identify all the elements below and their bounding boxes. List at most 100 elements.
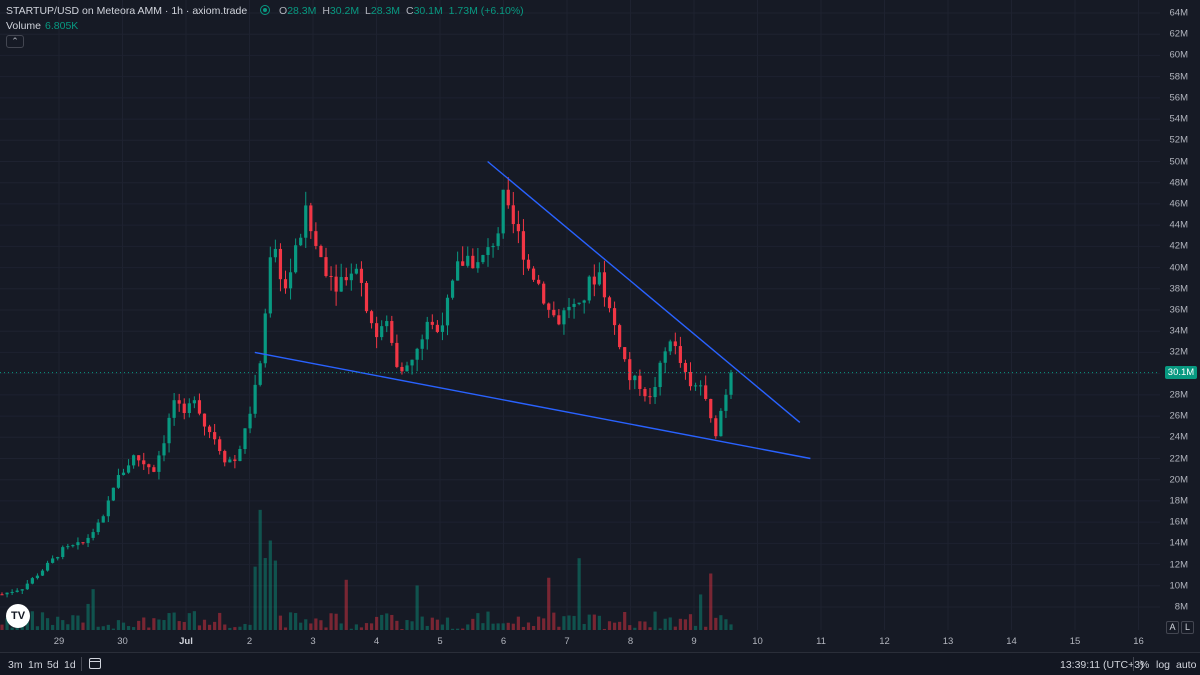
auto-toggle[interactable]: auto [1176, 659, 1197, 671]
volume-label: Volume [6, 20, 42, 32]
timeframe-1m[interactable]: 1m [28, 659, 43, 671]
volume-bar [678, 618, 682, 630]
candle-body [243, 428, 247, 450]
candle-body [71, 545, 75, 547]
time-axis[interactable]: 29 30 Jul 2 3 4 5 6 7 8 9 10 11 12 13 14 15 16 [0, 636, 1160, 650]
tradingview-logo[interactable]: TV [6, 604, 30, 628]
volume-bar [56, 616, 60, 630]
collapse-legend-button[interactable]: ⌃ [6, 35, 24, 48]
candle-body [126, 465, 131, 473]
timeframe-1d[interactable]: 1d [64, 659, 76, 671]
candle-body [278, 248, 283, 280]
candle-body [709, 398, 713, 419]
volume-bar [106, 624, 110, 630]
candle-body [597, 272, 601, 285]
volume-bar [273, 560, 277, 630]
volume-bar [10, 627, 14, 630]
price-chart[interactable] [0, 0, 1160, 630]
volume-value: 6.805K [45, 20, 79, 32]
candle-body [152, 467, 156, 472]
volume-bar [218, 612, 222, 630]
price-tick-label: 14M [1169, 537, 1188, 549]
candle-body [537, 279, 541, 284]
timeframe-3m[interactable]: 3m [8, 659, 23, 671]
volume-bar [25, 621, 29, 630]
candle-body [633, 375, 637, 381]
volume-bar [334, 613, 338, 630]
price-tick-label: 32M [1169, 346, 1188, 358]
candle-body [369, 311, 374, 324]
candle-body [96, 522, 100, 533]
candle-body [476, 262, 480, 269]
percent-toggle[interactable]: % [1140, 659, 1150, 671]
volume-bar [450, 628, 455, 630]
auto-scale-button[interactable]: A [1166, 621, 1179, 634]
candle-body [466, 255, 470, 266]
volume-bar [324, 627, 328, 630]
candle-body [420, 339, 424, 349]
high-value: 30.2M [329, 5, 360, 17]
volume-bar [643, 621, 647, 630]
volume-bar [111, 628, 115, 630]
volume-legend[interactable]: Volume 6.805K [6, 20, 78, 32]
volume-bar [319, 620, 323, 630]
candle-body [385, 321, 389, 327]
candle-body [228, 459, 232, 463]
volume-bar [0, 624, 4, 630]
volume-bar [40, 612, 45, 630]
candle-body [521, 231, 526, 260]
symbol-title[interactable]: STARTUP/USD on Meteora AMM · 1h · axiom.… [6, 5, 248, 17]
candle-body [263, 313, 267, 364]
volume-bar [207, 624, 212, 630]
time-tick-label: 29 [53, 636, 65, 647]
volume-bar [673, 626, 677, 630]
volume-bar [375, 616, 379, 630]
chart-pane[interactable]: STARTUP/USD on Meteora AMM · 1h · axiom.… [0, 0, 1160, 630]
candle-body [526, 259, 531, 269]
volume-bar [440, 624, 445, 630]
visibility-eye-icon[interactable] [260, 5, 271, 15]
candle-body [121, 472, 126, 476]
price-tick-label: 50M [1169, 156, 1188, 167]
candle-body [177, 400, 181, 404]
candle-body [91, 532, 95, 538]
candle-body [531, 268, 536, 280]
volume-bar [688, 614, 693, 630]
volume-bar [623, 611, 627, 630]
volume-bar [501, 623, 505, 630]
calendar-range-icon[interactable] [89, 658, 101, 669]
candle-body [516, 224, 520, 232]
change-value: 1.73M (+6.10%) [448, 5, 524, 17]
volume-bar [238, 626, 242, 630]
timeframe-5d[interactable]: 5d [47, 659, 59, 671]
volume-bar [547, 577, 551, 630]
volume-bar [121, 622, 126, 630]
price-tick-label: 62M [1169, 28, 1188, 40]
candle-body [207, 426, 212, 433]
volume-bar [182, 621, 186, 630]
price-axis[interactable]: 64M 62M 60M 58M 56M 54M 52M 50M 48M 46M 44M 42M 40M 3… [1160, 0, 1200, 630]
log-toggle[interactable]: log [1156, 659, 1171, 671]
log-scale-button[interactable]: L [1181, 621, 1194, 634]
volume-bar [385, 613, 389, 630]
volume-bar [30, 611, 34, 630]
candle-body [20, 589, 24, 591]
candle-body [572, 303, 576, 307]
volume-bar [228, 627, 232, 630]
clock[interactable]: 13:39:11 (UTC+3) [1060, 659, 1144, 671]
candle-body [233, 459, 237, 462]
candle-body [329, 275, 333, 277]
volume-bar [582, 623, 586, 630]
volume-bar [329, 613, 333, 630]
volume-bar [263, 558, 267, 630]
time-tick-label: 30 [117, 636, 128, 647]
candle-body [628, 359, 632, 381]
candle-body [35, 575, 40, 579]
candle-body [405, 365, 409, 372]
candle-body [542, 283, 546, 304]
volume-bar [597, 615, 601, 630]
candle-body [699, 385, 703, 387]
volume-bar [253, 566, 257, 630]
volume-bar [76, 615, 80, 630]
volume-bar [288, 612, 293, 630]
